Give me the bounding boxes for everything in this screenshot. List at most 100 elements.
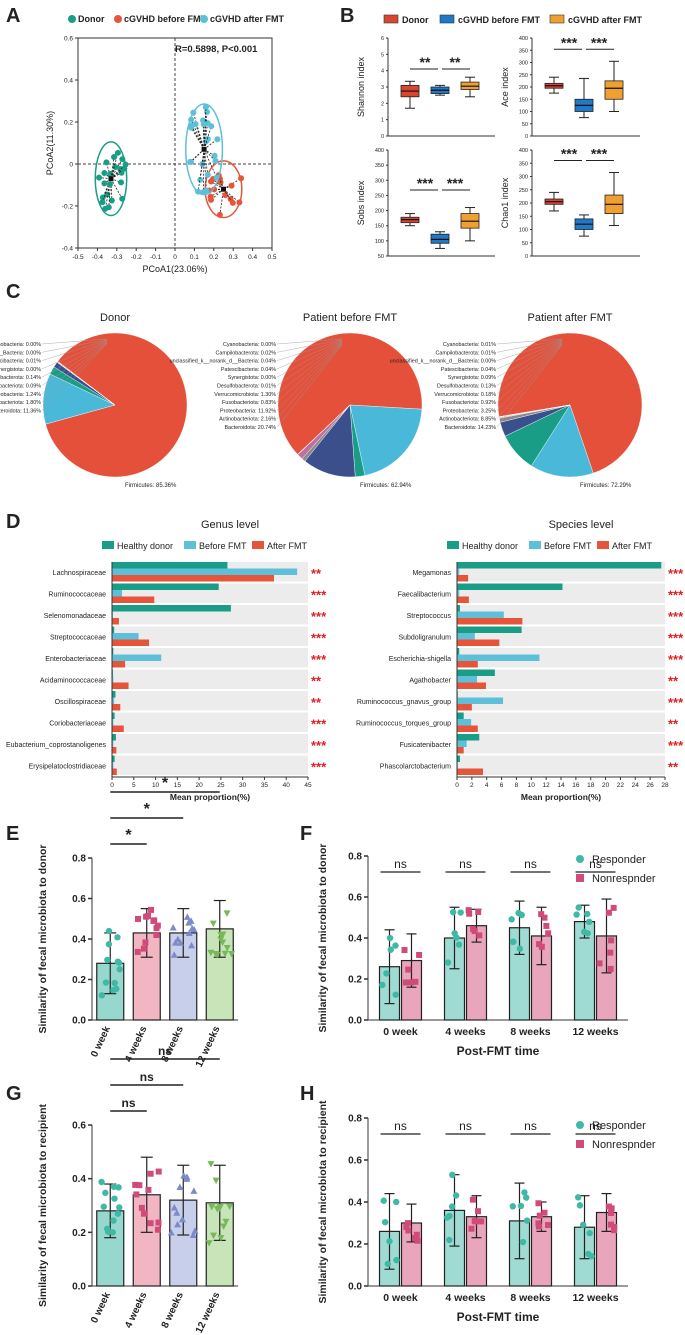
bar — [112, 633, 139, 640]
data-point — [519, 1238, 527, 1246]
x-tick-label: 0 week — [89, 1290, 113, 1325]
centroid-link — [203, 111, 208, 150]
pie-slice-label: Synergistota: 0.00% — [0, 367, 41, 373]
x-tick-label: 0 — [455, 782, 459, 789]
category-label: Faecalibacterium — [398, 591, 451, 598]
row-background — [112, 712, 308, 732]
data-point — [110, 986, 117, 994]
x-tick-label: 12 weeks — [572, 1292, 618, 1304]
bar — [112, 568, 298, 575]
y-tick-label: 150 — [375, 224, 384, 230]
y-tick-label: 0 — [525, 254, 528, 260]
x-tick-label: 8 weeks — [510, 1292, 550, 1304]
legend-label: Healthy donor — [462, 541, 518, 551]
x-tick-label: 0.3 — [229, 254, 238, 261]
data-point — [148, 906, 155, 913]
leader-line — [276, 344, 343, 428]
centroid-link — [195, 124, 205, 150]
y-tick-label: 0.8 — [348, 852, 362, 863]
bar — [457, 747, 464, 754]
bar — [457, 605, 460, 612]
bar — [457, 626, 522, 633]
data-point — [105, 941, 113, 948]
centroid-marker — [221, 186, 226, 192]
data-point — [383, 970, 390, 977]
sig-label: *** — [311, 587, 327, 602]
panel-label-g: G — [6, 1083, 22, 1105]
category-label: Megamonas — [412, 570, 451, 577]
category-label: Agathobacter — [409, 677, 451, 684]
sig-label: ns — [524, 857, 537, 871]
data-point — [220, 1223, 228, 1231]
data-point — [580, 1221, 587, 1229]
scatter-point — [114, 149, 121, 156]
x-tick-label: 18 — [587, 782, 595, 789]
x-tick-label: 12 — [543, 782, 551, 789]
data-point — [111, 1195, 118, 1202]
data-point — [140, 1210, 147, 1217]
y-tick-label: -0.4 — [62, 246, 74, 253]
leader-line — [41, 339, 108, 353]
row-background — [457, 669, 665, 689]
leader-line — [276, 341, 343, 386]
legend-marker — [576, 1121, 584, 1129]
scatter-point — [228, 182, 235, 189]
data-point — [223, 910, 231, 917]
scatter-point — [238, 175, 245, 182]
leader-line — [41, 340, 108, 370]
scatter-point — [200, 121, 207, 128]
x-tick-label: 0 week — [383, 1292, 418, 1304]
sig-label: *** — [668, 738, 684, 753]
data-point — [208, 1204, 216, 1211]
data-point — [134, 948, 141, 955]
data-point — [100, 1203, 107, 1210]
bar — [112, 605, 231, 612]
leader-line — [276, 342, 343, 394]
x-tick-label: 0 week — [89, 1024, 113, 1059]
y-tick-label: 200 — [519, 201, 528, 207]
pie-slice-label: Bacteroidota: 20.74% — [224, 425, 276, 431]
data-point — [145, 912, 152, 919]
bar — [112, 676, 114, 683]
data-point — [475, 1208, 482, 1215]
x-tick-label: 12 weeks — [572, 1026, 618, 1038]
scatter-point — [106, 181, 113, 188]
data-point — [142, 939, 149, 946]
y-tick-label: 5 — [381, 52, 384, 58]
sig-label: ** — [311, 566, 322, 581]
x-axis-label: Mean proportion(%) — [170, 792, 250, 802]
data-point — [98, 992, 106, 999]
data-point — [174, 935, 182, 943]
pie-slice — [297, 404, 351, 455]
y-axis-label: Chao1 index — [500, 177, 510, 228]
x-tick-label: 20 — [195, 782, 203, 789]
scatter-point — [192, 121, 199, 128]
bar — [457, 618, 523, 625]
pie-slice — [57, 361, 116, 406]
scatter-point — [119, 156, 126, 163]
y-tick-label: 3 — [381, 85, 384, 91]
sig-label: *** — [561, 146, 578, 162]
data-point — [611, 1223, 618, 1230]
y-tick-label: 200 — [375, 209, 384, 215]
bar — [112, 725, 124, 732]
legend-label: Nonrespnder — [592, 1139, 656, 1151]
y-tick-label: 6 — [381, 36, 384, 42]
data-point — [223, 944, 231, 952]
y-tick-label: 50 — [522, 241, 528, 247]
pie-slice-label: unclassified_k__norank_d__Bacteria: 0.04… — [170, 359, 277, 365]
sig-label: *** — [447, 175, 464, 191]
data-point — [116, 966, 123, 973]
pie-slice-label: unclassified_k__norank_d__Bacteria: 0.00… — [390, 359, 497, 365]
data-point — [584, 930, 591, 937]
data-point — [469, 1196, 476, 1203]
data-point — [134, 915, 141, 922]
y-tick-label: 50 — [378, 254, 384, 260]
y-tick-label: 100 — [375, 239, 384, 245]
data-point — [478, 1218, 485, 1225]
data-point — [607, 1221, 614, 1228]
data-point — [405, 966, 412, 973]
bar — [112, 762, 114, 769]
x-tick-label: 16 — [572, 782, 580, 789]
bar — [112, 654, 162, 661]
